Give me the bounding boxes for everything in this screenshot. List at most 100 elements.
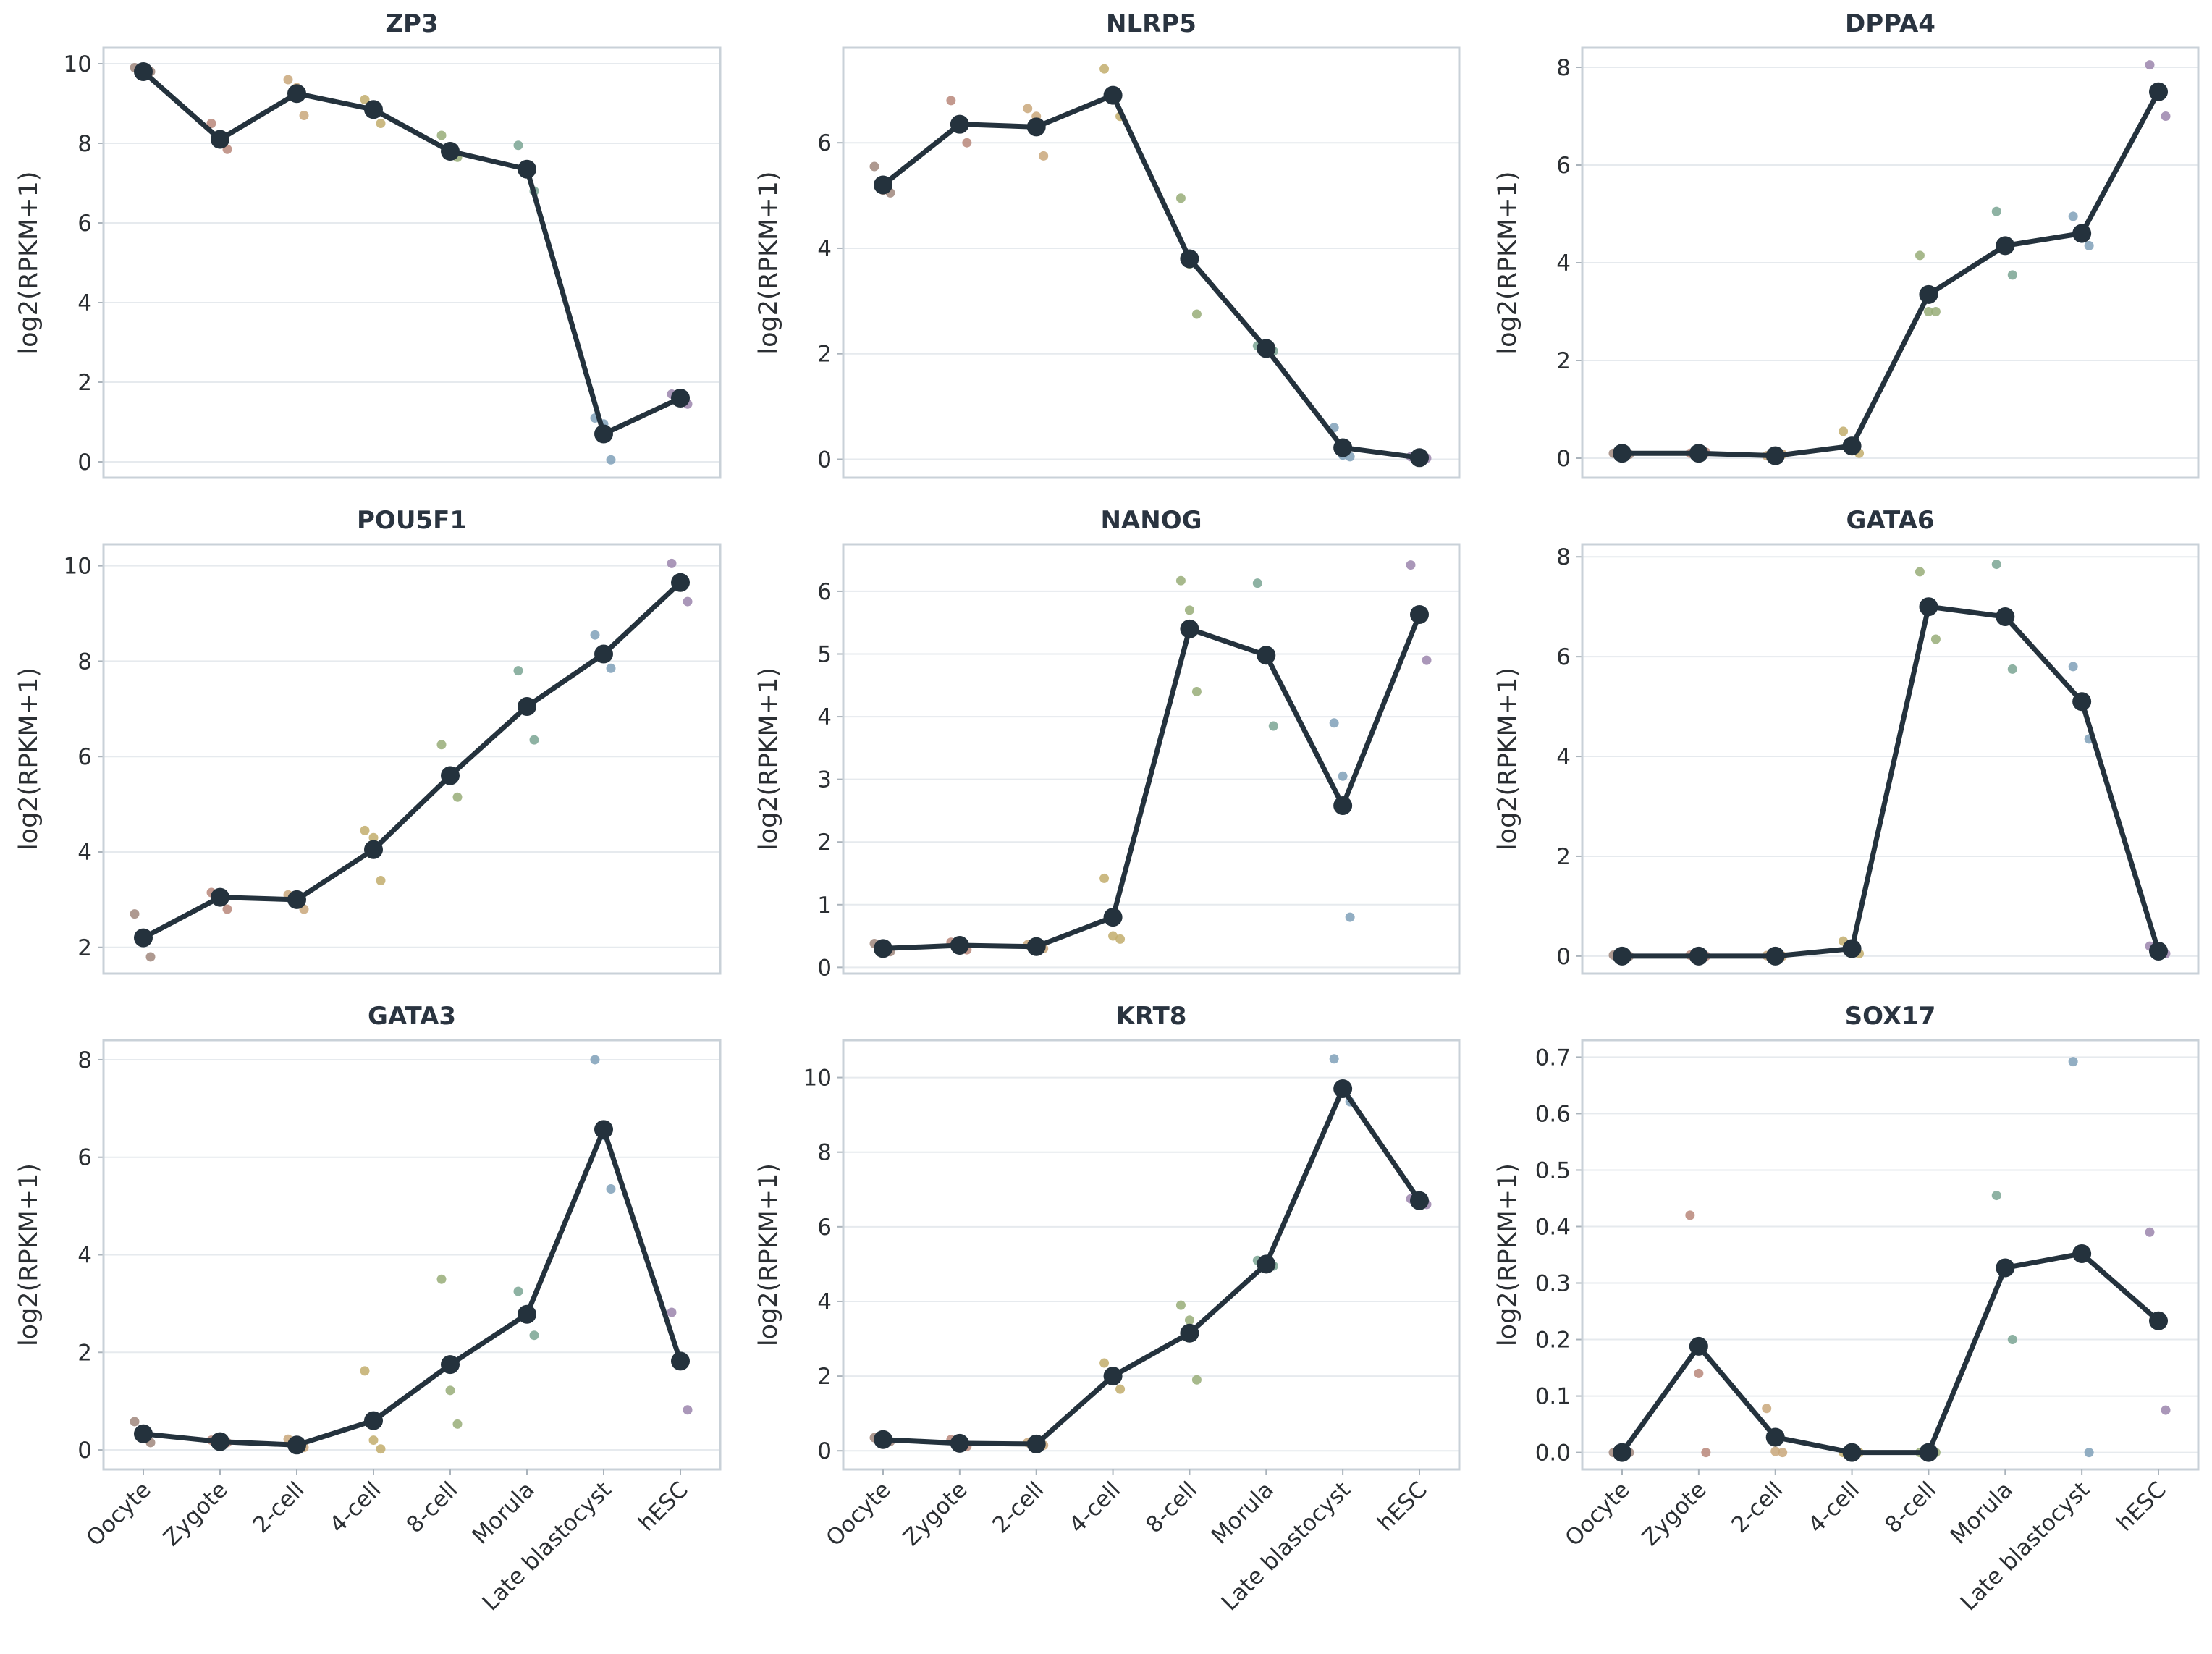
mean-point	[950, 1433, 969, 1453]
mean-point	[1180, 249, 1199, 269]
replicate-point	[1099, 873, 1110, 883]
replicate-point	[376, 119, 386, 128]
mean-point	[1180, 619, 1199, 638]
replicate-point	[2161, 1405, 2171, 1415]
mean-point	[134, 62, 153, 81]
panel-title: NANOG	[1100, 506, 1202, 535]
replicate-point	[2145, 1227, 2155, 1237]
replicate-point	[2161, 111, 2171, 121]
y-tick-label: 0	[1556, 446, 1571, 472]
panel-title: ZP3	[385, 9, 438, 38]
replicate-point	[1778, 1448, 1788, 1458]
mean-point	[2149, 1311, 2168, 1330]
panel-dppa4: 0 2 4 6 8 DPPA4 log2(RPKM+1)	[1493, 9, 2200, 479]
replicate-point	[513, 666, 523, 676]
panel-title: POU5F1	[357, 506, 467, 535]
y-tick-label: 3	[817, 767, 832, 793]
y-axis-label: log2(RPKM+1)	[14, 171, 43, 354]
y-tick-label: 2	[817, 1364, 832, 1390]
replicate-point	[368, 832, 379, 843]
mean-point	[1103, 1367, 1123, 1386]
replicate-point	[452, 792, 463, 802]
replicate-point	[1115, 934, 1126, 944]
mean-point	[1996, 236, 2015, 256]
y-tick-label: 6	[817, 579, 832, 605]
panel-gata6: 0 2 4 6 8 GATA6 log2(RPKM+1)	[1493, 506, 2200, 975]
replicate-point	[1991, 1191, 2001, 1201]
replicate-point	[529, 735, 539, 745]
replicate-point	[222, 904, 232, 914]
mean-point	[594, 424, 613, 444]
y-tick-label: 8	[817, 1140, 832, 1166]
y-tick-label: 6	[77, 744, 92, 770]
mean-point	[364, 100, 383, 119]
mean-point	[518, 697, 536, 717]
y-tick-label: 10	[64, 554, 92, 580]
mean-point	[1842, 1443, 1862, 1462]
replicate-point	[368, 1435, 379, 1446]
replicate-point	[513, 1286, 523, 1296]
y-axis-label: log2(RPKM+1)	[754, 1163, 783, 1346]
mean-point	[874, 175, 892, 195]
mean-point	[1257, 1254, 1276, 1274]
mean-point	[1257, 339, 1276, 358]
replicate-point	[452, 1419, 463, 1429]
replicate-point	[1175, 575, 1186, 586]
mean-point	[2072, 224, 2092, 243]
y-tick-label: 10	[64, 51, 92, 77]
mean-line	[1619, 89, 2161, 459]
replicate-point	[590, 1055, 600, 1065]
replicate-point	[2068, 211, 2078, 221]
y-tick-label: 0	[817, 955, 832, 981]
panel-title: SOX17	[1845, 1002, 1936, 1031]
y-tick-label: 0.6	[1535, 1101, 1571, 1127]
panel-nlrp5: 0 2 4 6 NLRP5 log2(RPKM+1)	[754, 9, 1461, 479]
replicate-point	[1329, 1054, 1339, 1064]
y-tick-label: 4	[1556, 744, 1571, 770]
mean-point	[518, 1304, 536, 1324]
y-tick-label: 1	[817, 893, 832, 919]
mean-point	[1180, 1323, 1199, 1343]
y-tick-label: 8	[1556, 55, 1571, 81]
mean-point	[1613, 444, 1631, 463]
mean-point	[2072, 692, 2092, 712]
panel-title: GATA3	[368, 1002, 456, 1031]
mean-point	[1996, 1258, 2015, 1278]
mean-point	[1333, 796, 1353, 815]
y-tick-label: 4	[817, 236, 832, 262]
mean-point	[287, 1435, 306, 1455]
y-axis-label: log2(RPKM+1)	[1493, 1163, 1522, 1346]
replicate-point	[376, 1444, 386, 1454]
replicate-point	[2007, 1335, 2017, 1345]
mean-line	[140, 69, 683, 436]
mean-point	[287, 84, 306, 104]
plot-frame	[1581, 46, 2200, 479]
y-tick-label: 8	[1556, 544, 1571, 570]
mean-point	[1410, 604, 1429, 624]
replicate-point	[376, 876, 386, 886]
y-tick-label: 2	[77, 370, 92, 396]
plot-frame	[102, 543, 722, 975]
y-tick-label: 2	[77, 1340, 92, 1366]
panel-title: KRT8	[1116, 1002, 1187, 1031]
mean-point	[364, 1411, 383, 1430]
replicate-point	[1039, 151, 1049, 161]
y-tick-label: 2	[77, 935, 92, 961]
replicate-point	[606, 455, 616, 465]
replicate-point	[1762, 1404, 1772, 1414]
replicate-point	[130, 1417, 140, 1427]
replicate-point	[1099, 1358, 1110, 1368]
replicate-point	[667, 1307, 677, 1317]
y-tick-label: 0	[817, 447, 832, 473]
mean-line	[140, 580, 683, 941]
replicate-point	[130, 909, 140, 919]
replicate-point	[962, 138, 972, 148]
y-axis-label: log2(RPKM+1)	[754, 171, 783, 354]
replicate-point	[1191, 309, 1202, 319]
y-tick-label: 10	[803, 1066, 832, 1092]
mean-point	[211, 887, 229, 907]
y-tick-label: 6	[77, 1145, 92, 1171]
replicate-point	[1991, 206, 2001, 216]
y-tick-label: 4	[77, 840, 92, 866]
